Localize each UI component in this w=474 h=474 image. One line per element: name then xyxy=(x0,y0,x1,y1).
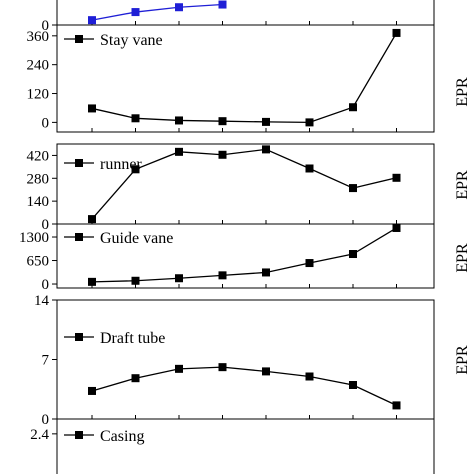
data-point xyxy=(175,147,183,156)
panel-frame xyxy=(56,24,435,133)
series-line xyxy=(91,3,223,21)
data-point xyxy=(88,386,96,395)
data-point xyxy=(349,184,357,193)
data-point xyxy=(131,114,140,123)
data-point xyxy=(349,103,357,112)
data-point xyxy=(131,374,140,383)
data-point xyxy=(218,150,227,159)
data-point xyxy=(262,117,270,126)
data-point xyxy=(218,0,227,9)
panel-stay-vane: 0 120 240 360 Stay vane EPR xyxy=(27,24,471,133)
y-axis-label: EPR xyxy=(454,170,471,200)
y-tick-label: 1300 xyxy=(19,230,49,246)
y-axis-label: EPR xyxy=(454,345,471,375)
data-point xyxy=(88,104,96,113)
panel-guide-vane: 0 650 1300 Guide vane EPR xyxy=(19,223,471,293)
y-tick-label: 0 xyxy=(42,115,50,131)
legend-label: Stay vane xyxy=(100,32,163,49)
y-tick-label: 0 xyxy=(42,412,50,428)
data-point xyxy=(131,165,140,174)
series-line xyxy=(91,148,397,220)
y-tick-label: 0 xyxy=(42,217,50,233)
panel-runner: 0 140 280 420 runner EPR xyxy=(27,143,471,233)
data-point xyxy=(218,117,227,126)
panel-frame xyxy=(56,299,435,420)
y-tick-label: 120 xyxy=(27,87,50,103)
data-point xyxy=(262,268,270,277)
y-tick-label: 0 xyxy=(42,18,50,34)
panel-frame xyxy=(56,223,435,289)
data-point xyxy=(131,276,140,285)
data-point xyxy=(349,250,357,259)
legend-marker xyxy=(75,159,83,167)
data-point xyxy=(392,28,401,37)
data-point xyxy=(349,381,357,389)
data-point xyxy=(305,259,314,268)
legend: runner xyxy=(64,156,142,173)
y-axis-label: EPR xyxy=(454,77,471,107)
data-point xyxy=(218,271,227,280)
panel-frame xyxy=(56,0,435,26)
data-point xyxy=(392,401,401,410)
legend: Guide vane xyxy=(64,230,173,247)
series-line xyxy=(91,227,397,283)
y-tick-label: 140 xyxy=(27,194,50,210)
y-tick-label: 420 xyxy=(27,148,50,164)
legend: Casing xyxy=(64,428,144,445)
data-point xyxy=(175,364,183,373)
data-point xyxy=(88,16,96,25)
legend-marker xyxy=(75,431,83,439)
series-line xyxy=(91,32,398,124)
panel-frame xyxy=(56,418,435,474)
legend: Stay vane xyxy=(64,32,163,49)
legend-label: Draft tube xyxy=(100,330,165,347)
data-point xyxy=(392,223,401,232)
data-point xyxy=(305,118,314,127)
legend-label: Casing xyxy=(100,428,144,445)
legend-marker xyxy=(75,333,83,341)
y-tick-label: 2.4 xyxy=(30,427,49,443)
data-point xyxy=(392,173,401,182)
y-tick-label: 14 xyxy=(34,293,50,309)
data-point xyxy=(88,215,96,224)
data-point xyxy=(262,145,270,154)
data-point xyxy=(305,164,314,173)
data-point xyxy=(131,8,140,17)
y-tick-label: 0 xyxy=(42,277,50,293)
legend: Draft tube xyxy=(64,330,165,347)
y-axis-label: EPR xyxy=(454,243,471,273)
panel-draft-tube: 0 7 14 Draft tube EPR xyxy=(34,293,471,428)
data-point xyxy=(262,367,270,376)
y-tick-label: 280 xyxy=(27,171,50,187)
data-point xyxy=(175,116,183,125)
data-point xyxy=(218,363,227,372)
legend-marker xyxy=(75,35,83,43)
panel-casing: 1.22.4 Casing xyxy=(30,418,435,474)
data-point xyxy=(175,3,183,12)
series-line xyxy=(91,366,397,406)
legend-marker xyxy=(75,233,83,241)
y-tick-label: 7 xyxy=(42,353,50,369)
legend-label: Guide vane xyxy=(100,230,173,247)
y-tick-label: 240 xyxy=(27,58,50,74)
data-point xyxy=(305,372,314,381)
y-tick-label: 360 xyxy=(27,29,50,45)
data-point xyxy=(88,277,96,286)
y-tick-label: 650 xyxy=(27,254,50,270)
data-point xyxy=(175,274,183,283)
